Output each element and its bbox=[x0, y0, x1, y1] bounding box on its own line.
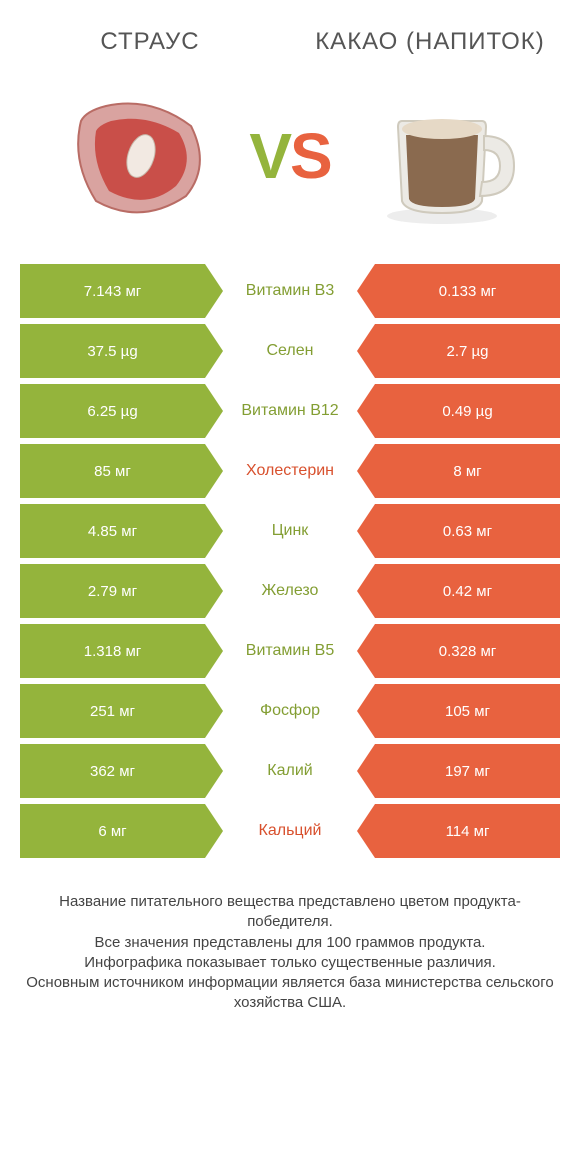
left-value-cell: 85 мг bbox=[20, 444, 205, 498]
left-value-cell: 362 мг bbox=[20, 744, 205, 798]
nutrient-label: Витамин B3 bbox=[205, 264, 375, 318]
left-value-cell: 1.318 мг bbox=[20, 624, 205, 678]
left-value-cell: 6.25 µg bbox=[20, 384, 205, 438]
right-product-title: КАКАО (НАПИТОК) bbox=[308, 28, 553, 56]
right-value-cell: 114 мг bbox=[375, 804, 560, 858]
table-row: 7.143 мгВитамин B30.133 мг bbox=[20, 264, 560, 318]
vs-label: VS bbox=[249, 119, 330, 193]
left-value-cell: 2.79 мг bbox=[20, 564, 205, 618]
left-value-cell: 251 мг bbox=[20, 684, 205, 738]
right-value-cell: 2.7 µg bbox=[375, 324, 560, 378]
table-row: 6.25 µgВитамин B120.49 µg bbox=[20, 384, 560, 438]
nutrient-label: Холестерин bbox=[205, 444, 375, 498]
table-row: 251 мгФосфор105 мг bbox=[20, 684, 560, 738]
left-value-cell: 6 мг bbox=[20, 804, 205, 858]
left-product-title: СТРАУС bbox=[28, 28, 273, 56]
right-value-cell: 105 мг bbox=[375, 684, 560, 738]
header: СТРАУС КАКАО (НАПИТОК) bbox=[0, 0, 580, 66]
footer-line: Название питательного вещества представл… bbox=[20, 892, 560, 933]
nutrient-label: Витамин B12 bbox=[205, 384, 375, 438]
nutrient-label: Селен bbox=[205, 324, 375, 378]
right-value-cell: 0.42 мг bbox=[375, 564, 560, 618]
nutrient-label: Фосфор bbox=[205, 684, 375, 738]
comparison-table: 7.143 мгВитамин B30.133 мг37.5 µgСелен2.… bbox=[20, 264, 560, 858]
vs-v: V bbox=[249, 120, 290, 192]
nutrient-label: Калий bbox=[205, 744, 375, 798]
left-value-cell: 7.143 мг bbox=[20, 264, 205, 318]
table-row: 362 мгКалий197 мг bbox=[20, 744, 560, 798]
nutrient-label: Железо bbox=[205, 564, 375, 618]
nutrient-label: Кальций bbox=[205, 804, 375, 858]
table-row: 37.5 µgСелен2.7 µg bbox=[20, 324, 560, 378]
table-row: 4.85 мгЦинк0.63 мг bbox=[20, 504, 560, 558]
nutrient-label: Витамин B5 bbox=[205, 624, 375, 678]
footer-line: Основным источником информации является … bbox=[20, 973, 560, 1014]
meat-steak-icon bbox=[51, 81, 221, 231]
images-row: VS bbox=[0, 66, 580, 264]
table-row: 6 мгКальций114 мг bbox=[20, 804, 560, 858]
vs-s: S bbox=[290, 120, 331, 192]
footer-notes: Название питательного вещества представл… bbox=[20, 892, 560, 1014]
table-row: 85 мгХолестерин8 мг bbox=[20, 444, 560, 498]
cocoa-mug-icon bbox=[364, 81, 524, 231]
left-value-cell: 4.85 мг bbox=[20, 504, 205, 558]
right-value-cell: 0.49 µg bbox=[375, 384, 560, 438]
table-row: 2.79 мгЖелезо0.42 мг bbox=[20, 564, 560, 618]
footer-line: Все значения представлены для 100 граммо… bbox=[20, 933, 560, 953]
right-value-cell: 8 мг bbox=[375, 444, 560, 498]
right-product-image bbox=[349, 76, 539, 236]
right-value-cell: 197 мг bbox=[375, 744, 560, 798]
nutrient-label: Цинк bbox=[205, 504, 375, 558]
left-value-cell: 37.5 µg bbox=[20, 324, 205, 378]
right-value-cell: 0.133 мг bbox=[375, 264, 560, 318]
table-row: 1.318 мгВитамин B50.328 мг bbox=[20, 624, 560, 678]
footer-line: Инфографика показывает только существенн… bbox=[20, 953, 560, 973]
right-value-cell: 0.328 мг bbox=[375, 624, 560, 678]
right-value-cell: 0.63 мг bbox=[375, 504, 560, 558]
left-product-image bbox=[41, 76, 231, 236]
